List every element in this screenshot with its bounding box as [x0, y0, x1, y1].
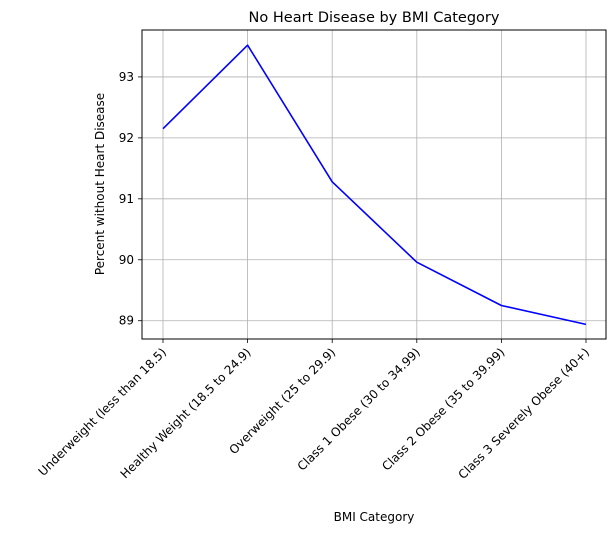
y-tick-label: 93	[119, 70, 134, 84]
series-line	[162, 44, 587, 326]
y-tick-label: 89	[119, 314, 134, 328]
chart-title: No Heart Disease by BMI Category	[249, 10, 500, 26]
y-axis: 89 90 91 92 93	[119, 70, 142, 328]
y-tick-label: 91	[119, 192, 134, 206]
y-tick-label: 90	[119, 253, 134, 267]
y-axis-title: Percent without Heart Disease	[93, 93, 107, 275]
grid-lines	[142, 30, 606, 339]
series-layer	[162, 44, 587, 326]
x-axis-title: BMI Category	[334, 510, 415, 524]
x-axis: Underweight (less than 18.5)Healthy Weig…	[36, 339, 592, 482]
plot-frame	[141, 29, 607, 340]
y-tick-label: 92	[119, 131, 134, 145]
